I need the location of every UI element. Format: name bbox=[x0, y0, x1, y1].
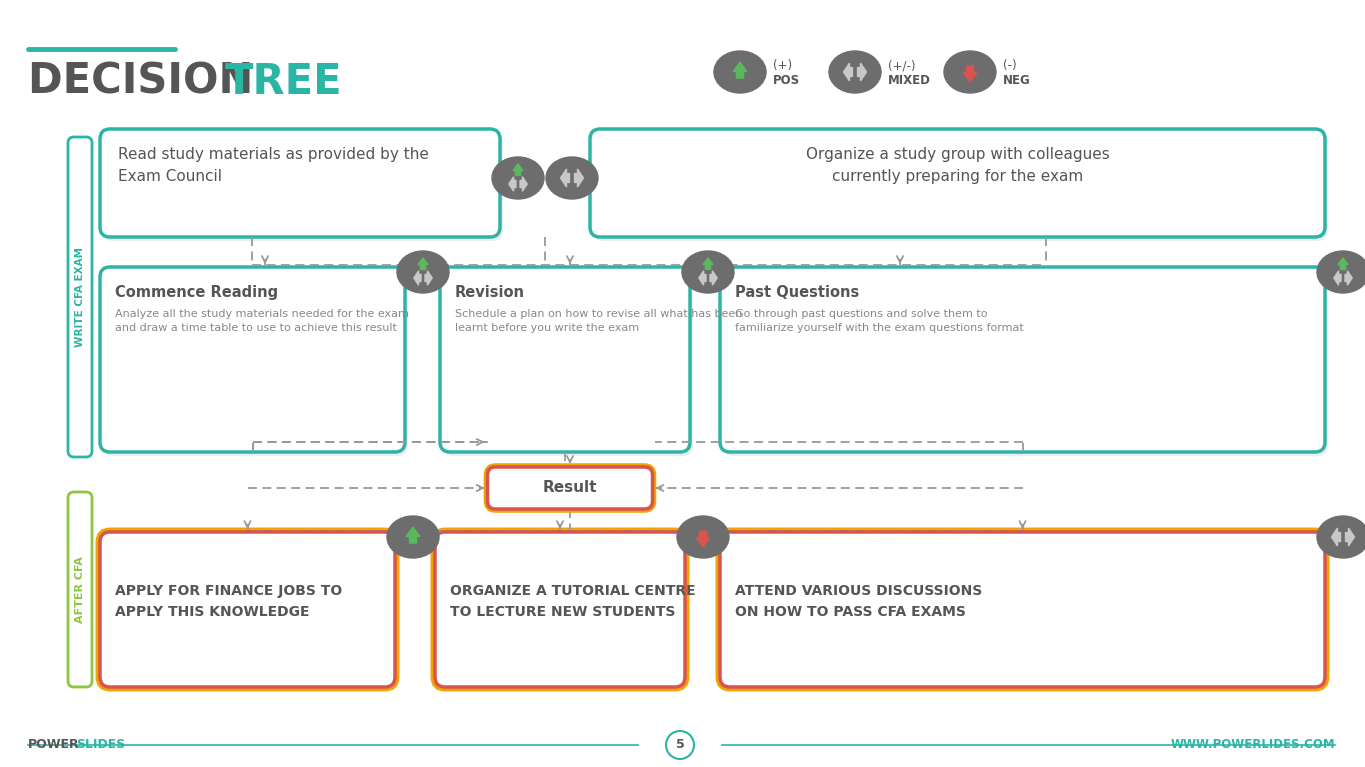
Polygon shape bbox=[1345, 271, 1353, 285]
Polygon shape bbox=[1331, 528, 1340, 546]
Polygon shape bbox=[710, 271, 717, 285]
Text: APPLY FOR FINANCE JOBS TO
APPLY THIS KNOWLEDGE: APPLY FOR FINANCE JOBS TO APPLY THIS KNO… bbox=[115, 584, 343, 618]
Ellipse shape bbox=[546, 157, 598, 199]
Polygon shape bbox=[520, 177, 527, 191]
Polygon shape bbox=[407, 527, 420, 543]
Text: 5: 5 bbox=[676, 739, 684, 752]
Polygon shape bbox=[844, 63, 853, 81]
FancyBboxPatch shape bbox=[444, 271, 693, 456]
Ellipse shape bbox=[945, 51, 996, 93]
Text: (+/-): (+/-) bbox=[889, 60, 916, 73]
FancyBboxPatch shape bbox=[723, 271, 1328, 456]
Polygon shape bbox=[513, 164, 523, 176]
Ellipse shape bbox=[682, 251, 734, 293]
Ellipse shape bbox=[397, 251, 449, 293]
Text: NEG: NEG bbox=[1003, 74, 1031, 87]
FancyBboxPatch shape bbox=[100, 531, 396, 688]
Text: Read study materials as provided by the
Exam Council: Read study materials as provided by the … bbox=[117, 147, 429, 183]
FancyBboxPatch shape bbox=[486, 466, 654, 510]
Text: ORGANIZE A TUTORIAL CENTRE
TO LECTURE NEW STUDENTS: ORGANIZE A TUTORIAL CENTRE TO LECTURE NE… bbox=[450, 584, 696, 618]
Text: Go through past questions and solve them to
familiarize yourself with the exam q: Go through past questions and solve them… bbox=[734, 309, 1024, 333]
Polygon shape bbox=[1346, 528, 1354, 546]
Text: MIXED: MIXED bbox=[889, 74, 931, 87]
Text: Organize a study group with colleagues
currently preparing for the exam: Organize a study group with colleagues c… bbox=[805, 147, 1110, 183]
Text: ATTEND VARIOUS DISCUSSIONS
ON HOW TO PASS CFA EXAMS: ATTEND VARIOUS DISCUSSIONS ON HOW TO PAS… bbox=[734, 584, 983, 618]
Polygon shape bbox=[575, 169, 583, 187]
Ellipse shape bbox=[677, 516, 729, 558]
Polygon shape bbox=[509, 177, 516, 191]
FancyBboxPatch shape bbox=[100, 267, 405, 452]
Text: SLIDES: SLIDES bbox=[76, 739, 126, 752]
FancyBboxPatch shape bbox=[68, 492, 91, 687]
Ellipse shape bbox=[829, 51, 880, 93]
Ellipse shape bbox=[491, 157, 545, 199]
Circle shape bbox=[666, 731, 693, 759]
Ellipse shape bbox=[1317, 251, 1365, 293]
Polygon shape bbox=[733, 62, 747, 78]
Text: Result: Result bbox=[543, 480, 598, 495]
Polygon shape bbox=[964, 66, 977, 82]
Ellipse shape bbox=[1317, 516, 1365, 558]
Polygon shape bbox=[857, 63, 867, 81]
FancyBboxPatch shape bbox=[102, 133, 502, 241]
FancyBboxPatch shape bbox=[435, 532, 685, 687]
Polygon shape bbox=[418, 258, 429, 269]
Polygon shape bbox=[414, 271, 420, 285]
Text: AFTER CFA: AFTER CFA bbox=[75, 556, 85, 623]
Text: POS: POS bbox=[773, 74, 800, 87]
Polygon shape bbox=[703, 258, 713, 269]
Polygon shape bbox=[696, 531, 710, 547]
Polygon shape bbox=[561, 169, 569, 187]
FancyBboxPatch shape bbox=[719, 531, 1325, 688]
FancyBboxPatch shape bbox=[100, 532, 394, 687]
Text: (+): (+) bbox=[773, 60, 792, 73]
Text: POWER: POWER bbox=[29, 739, 79, 752]
Text: (-): (-) bbox=[1003, 60, 1017, 73]
FancyBboxPatch shape bbox=[102, 271, 408, 456]
FancyBboxPatch shape bbox=[68, 137, 91, 457]
FancyBboxPatch shape bbox=[719, 532, 1325, 687]
Text: TREE: TREE bbox=[225, 61, 343, 103]
FancyBboxPatch shape bbox=[434, 531, 687, 688]
Text: DECISION: DECISION bbox=[29, 61, 268, 103]
Polygon shape bbox=[699, 271, 706, 285]
FancyBboxPatch shape bbox=[719, 267, 1325, 452]
Polygon shape bbox=[1338, 258, 1349, 269]
FancyBboxPatch shape bbox=[100, 129, 500, 237]
Ellipse shape bbox=[714, 51, 766, 93]
Text: WRITE CFA EXAM: WRITE CFA EXAM bbox=[75, 247, 85, 347]
FancyBboxPatch shape bbox=[440, 267, 689, 452]
Text: Commence Reading: Commence Reading bbox=[115, 285, 278, 300]
Text: Revision: Revision bbox=[455, 285, 526, 300]
FancyBboxPatch shape bbox=[487, 467, 652, 509]
Text: WWW.POWERLIDES.COM: WWW.POWERLIDES.COM bbox=[1170, 739, 1335, 752]
Polygon shape bbox=[425, 271, 433, 285]
Ellipse shape bbox=[388, 516, 440, 558]
FancyBboxPatch shape bbox=[592, 133, 1328, 241]
Text: Analyze all the study materials needed for the exam
and draw a time table to use: Analyze all the study materials needed f… bbox=[115, 309, 410, 333]
Text: Past Questions: Past Questions bbox=[734, 285, 859, 300]
FancyBboxPatch shape bbox=[590, 129, 1325, 237]
Text: Schedule a plan on how to revise all what has been
learnt before you write the e: Schedule a plan on how to revise all wha… bbox=[455, 309, 743, 333]
Polygon shape bbox=[1334, 271, 1340, 285]
